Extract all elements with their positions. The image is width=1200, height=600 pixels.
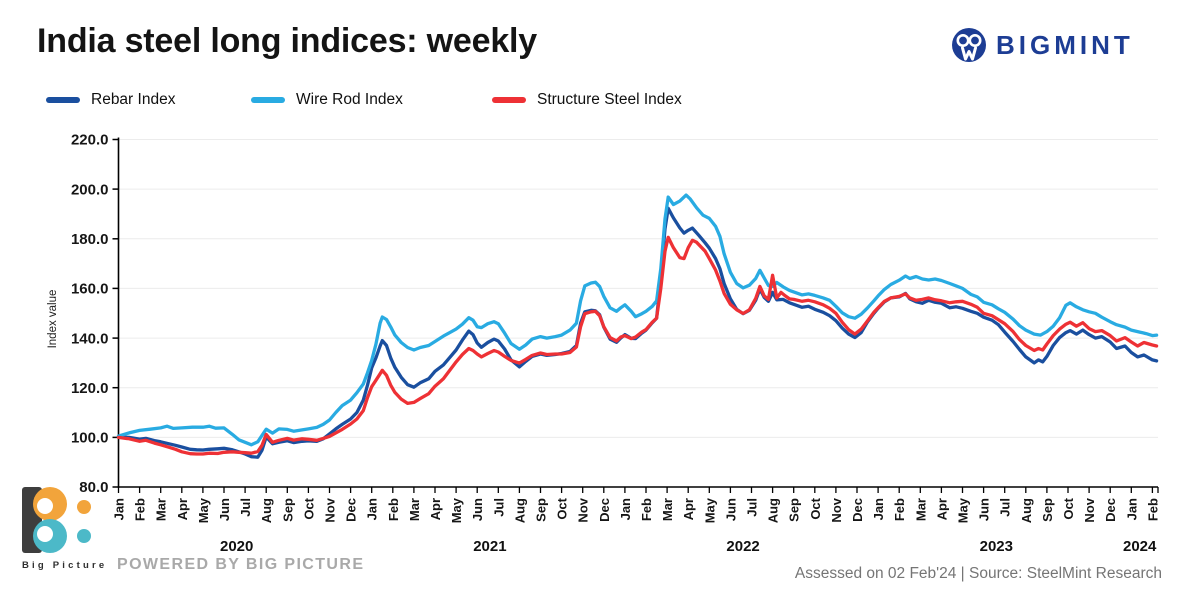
x-tick-label: Jul bbox=[491, 498, 506, 517]
legend-label: Structure Steel Index bbox=[537, 91, 682, 108]
x-tick-label: Nov bbox=[829, 497, 844, 522]
x-tick-label: Nov bbox=[1082, 497, 1097, 522]
y-tick-label: 200.0 bbox=[71, 181, 109, 198]
x-tick-label: Oct bbox=[301, 497, 316, 519]
x-tick-label: Jun bbox=[977, 498, 992, 521]
legend-label: Wire Rod Index bbox=[296, 91, 403, 108]
x-tick-label: May bbox=[196, 497, 211, 523]
big-picture-icon bbox=[22, 487, 91, 553]
x-tick-label: Jan bbox=[365, 498, 380, 520]
x-tick-label: Oct bbox=[1061, 497, 1076, 519]
x-tick-label: Apr bbox=[175, 498, 190, 520]
legend-item-structure-steel: Structure Steel Index bbox=[492, 90, 682, 110]
x-tick-label: Jul bbox=[998, 498, 1013, 517]
x-tick-label: Jan bbox=[618, 498, 633, 520]
x-tick-label: Feb bbox=[133, 498, 148, 521]
x-tick-label: Jan bbox=[1124, 498, 1139, 520]
x-tick-label: May bbox=[956, 497, 971, 523]
x-tick-label: Feb bbox=[639, 498, 654, 521]
bigmint-logo: BIGMINT bbox=[950, 26, 1134, 64]
structure-steel-swatch bbox=[492, 97, 526, 103]
x-tick-label: Jul bbox=[238, 498, 253, 517]
year-label: 2021 bbox=[473, 538, 506, 555]
bigmint-wordmark: BIGMINT bbox=[996, 29, 1134, 60]
x-tick-label: Apr bbox=[681, 498, 696, 520]
x-tick-label: Oct bbox=[808, 497, 823, 519]
x-tick-label: Aug bbox=[512, 498, 527, 523]
y-tick-label: 180.0 bbox=[71, 231, 109, 248]
bigmint-icon bbox=[952, 28, 986, 62]
x-tick-label: Nov bbox=[323, 497, 338, 522]
wire-rod-swatch bbox=[251, 97, 285, 103]
y-tick-label: 160.0 bbox=[71, 281, 109, 298]
x-tick-label: Jul bbox=[745, 498, 760, 517]
year-label: 2024 bbox=[1123, 538, 1157, 555]
legend-item-rebar: Rebar Index bbox=[46, 90, 175, 110]
x-tick-label: Mar bbox=[913, 498, 928, 521]
x-tick-label: Jun bbox=[470, 498, 485, 521]
x-tick-label: Mar bbox=[660, 498, 675, 521]
rebar-swatch bbox=[46, 97, 80, 103]
x-tick-label: Feb bbox=[386, 498, 401, 521]
x-tick-label: May bbox=[702, 497, 717, 523]
legend-item-wire-rod: Wire Rod Index bbox=[251, 90, 403, 110]
source-attribution: Assessed on 02 Feb'24 | Source: SteelMin… bbox=[794, 565, 1162, 582]
x-tick-label: Aug bbox=[259, 498, 274, 523]
year-label: 2020 bbox=[220, 538, 253, 555]
y-tick-label: 80.0 bbox=[79, 479, 108, 496]
x-tick-label: Sep bbox=[280, 498, 295, 522]
x-tick-label: Sep bbox=[1040, 498, 1055, 522]
page-title: India steel long indices: weekly bbox=[37, 22, 537, 60]
x-tick-label: Jan bbox=[871, 498, 886, 520]
x-tick-label: Apr bbox=[428, 498, 443, 520]
x-tick-label: Oct bbox=[555, 497, 570, 519]
x-tick-label: Dec bbox=[597, 498, 612, 522]
legend-label: Rebar Index bbox=[91, 91, 176, 108]
x-tick-label: Dec bbox=[344, 498, 359, 522]
big-picture-wordmark: Big Picture bbox=[22, 560, 108, 571]
year-label: 2023 bbox=[980, 538, 1013, 555]
x-tick-label: Mar bbox=[407, 498, 422, 521]
powered-by-text: POWERED BY BIG PICTURE bbox=[117, 556, 365, 573]
x-tick-label: Dec bbox=[850, 498, 865, 522]
x-tick-label: Feb bbox=[892, 498, 907, 521]
y-tick-label: 100.0 bbox=[71, 430, 109, 447]
x-tick-label: Aug bbox=[766, 498, 781, 523]
x-tick-label: May bbox=[449, 497, 464, 523]
y-tick-label: 140.0 bbox=[71, 330, 109, 347]
x-tick-label: Apr bbox=[934, 498, 949, 520]
x-tick-label: Jun bbox=[217, 498, 232, 521]
x-tick-label: Dec bbox=[1103, 498, 1118, 522]
year-label: 2022 bbox=[726, 538, 759, 555]
y-tick-label: 220.0 bbox=[71, 132, 109, 149]
x-tick-label: Aug bbox=[1019, 498, 1034, 523]
series-structure-steel-index bbox=[116, 235, 1159, 456]
x-tick-label: Nov bbox=[576, 497, 591, 522]
x-tick-label: Jan bbox=[112, 498, 127, 520]
x-tick-label: Mar bbox=[154, 498, 169, 521]
series-rebar-index bbox=[116, 206, 1159, 459]
series-wire-rod-index bbox=[116, 193, 1159, 447]
x-tick-label: Jun bbox=[723, 498, 738, 521]
x-tick-label: Sep bbox=[534, 498, 549, 522]
x-tick-label: Sep bbox=[787, 498, 802, 522]
y-tick-label: 120.0 bbox=[71, 380, 109, 397]
x-tick-label: Feb bbox=[1145, 498, 1160, 521]
